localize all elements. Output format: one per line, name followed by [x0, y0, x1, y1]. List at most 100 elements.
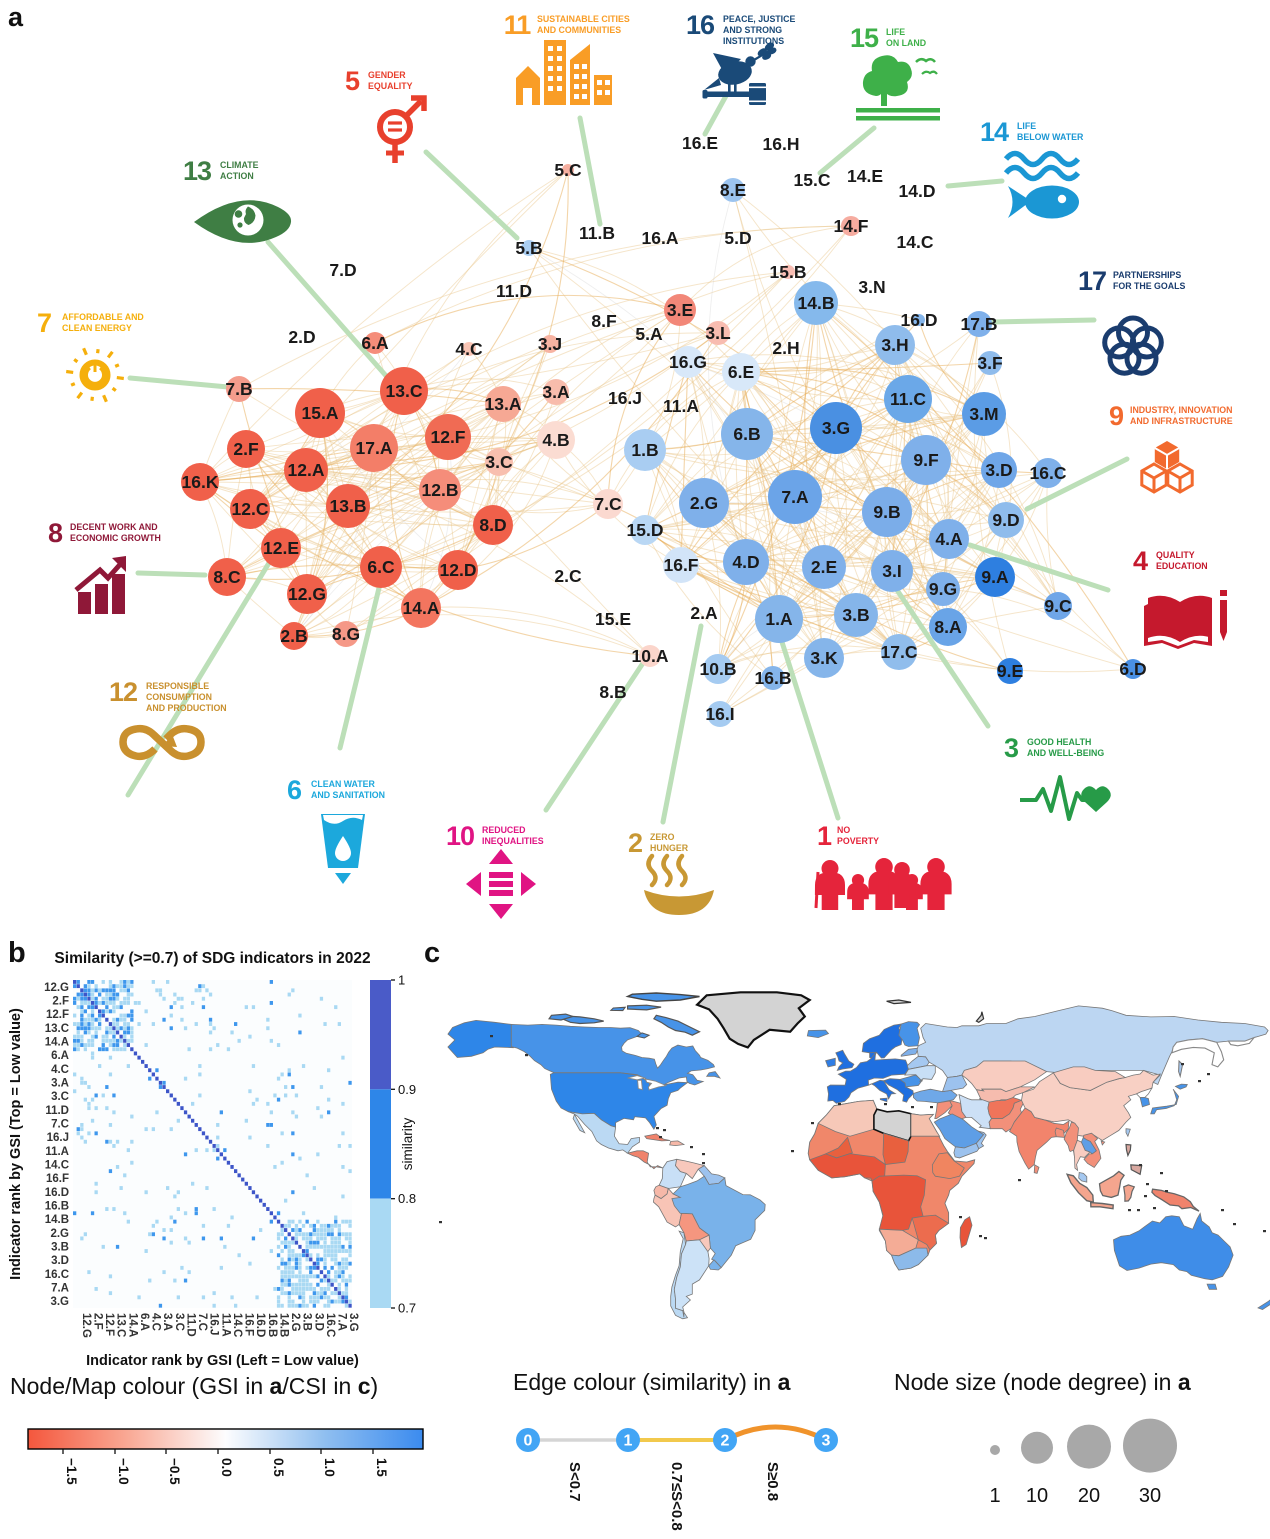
svg-text:10: 10: [1026, 1485, 1048, 1507]
svg-text:3: 3: [1004, 733, 1019, 763]
svg-text:6.D: 6.D: [1119, 659, 1146, 679]
svg-text:14.E: 14.E: [847, 166, 883, 186]
svg-text:2.A: 2.A: [690, 603, 718, 623]
svg-text:3: 3: [822, 1433, 831, 1450]
svg-text:AND PRODUCTION: AND PRODUCTION: [146, 703, 227, 713]
svg-text:4.C: 4.C: [455, 339, 483, 359]
svg-text:13: 13: [183, 156, 212, 186]
svg-text:14.D: 14.D: [899, 181, 936, 201]
svg-text:14.F: 14.F: [833, 216, 868, 236]
svg-text:AND COMMUNITIES: AND COMMUNITIES: [537, 25, 621, 35]
svg-text:0.8: 0.8: [398, 1191, 416, 1206]
svg-text:11.A: 11.A: [219, 1313, 231, 1337]
svg-text:16.E: 16.E: [682, 133, 718, 153]
svg-text:2.F: 2.F: [91, 1313, 103, 1330]
svg-text:−1.0: −1.0: [116, 1458, 131, 1485]
svg-text:14.A: 14.A: [126, 1313, 138, 1337]
svg-text:PEACE, JUSTICE: PEACE, JUSTICE: [723, 14, 795, 24]
svg-text:1: 1: [989, 1485, 1000, 1507]
svg-text:15.A: 15.A: [302, 403, 339, 423]
svg-text:S<0.7: S<0.7: [566, 1462, 583, 1502]
svg-text:3.J: 3.J: [538, 334, 562, 354]
svg-text:PARTNERSHIPS: PARTNERSHIPS: [1113, 270, 1181, 280]
svg-text:2.G: 2.G: [50, 1228, 69, 1240]
svg-text:16.F: 16.F: [663, 555, 698, 575]
svg-text:30: 30: [1139, 1485, 1161, 1507]
svg-text:Node size (node degree) in a: Node size (node degree) in a: [894, 1369, 1191, 1395]
svg-text:3.A: 3.A: [161, 1313, 173, 1331]
svg-text:CLEAN WATER: CLEAN WATER: [311, 779, 376, 789]
svg-text:9.G: 9.G: [929, 579, 957, 599]
svg-text:2.F: 2.F: [52, 996, 69, 1008]
svg-text:4.D: 4.D: [732, 552, 759, 572]
svg-text:0.0: 0.0: [219, 1458, 234, 1477]
svg-text:3.K: 3.K: [810, 648, 838, 668]
svg-text:12.F: 12.F: [46, 1009, 69, 1021]
svg-text:8.C: 8.C: [213, 567, 241, 587]
svg-text:1.0: 1.0: [322, 1458, 337, 1477]
svg-text:2.E: 2.E: [811, 557, 837, 577]
svg-text:0.7≤S<0.8: 0.7≤S<0.8: [668, 1462, 685, 1531]
svg-text:3.D: 3.D: [985, 460, 1012, 480]
svg-text:16.D: 16.D: [254, 1313, 266, 1337]
svg-text:POVERTY: POVERTY: [837, 836, 879, 846]
svg-text:8: 8: [48, 518, 63, 548]
svg-text:16.K: 16.K: [182, 472, 219, 492]
svg-text:ECONOMIC GROWTH: ECONOMIC GROWTH: [70, 533, 161, 543]
svg-text:GOOD HEALTH: GOOD HEALTH: [1027, 737, 1091, 747]
svg-text:EQUALITY: EQUALITY: [368, 81, 413, 91]
svg-text:RESPONSIBLE: RESPONSIBLE: [146, 681, 209, 691]
svg-text:HUNGER: HUNGER: [650, 843, 689, 853]
svg-text:14.C: 14.C: [45, 1160, 69, 1172]
svg-text:S≥0.8: S≥0.8: [764, 1462, 781, 1501]
svg-text:AND WELL-BEING: AND WELL-BEING: [1027, 748, 1104, 758]
svg-text:REDUCED: REDUCED: [482, 825, 526, 835]
svg-text:2.D: 2.D: [288, 327, 315, 347]
svg-text:13.C: 13.C: [386, 381, 423, 401]
svg-text:3.C: 3.C: [51, 1091, 69, 1103]
svg-text:GENDER: GENDER: [368, 70, 406, 80]
svg-text:16.F: 16.F: [243, 1313, 255, 1336]
svg-text:3.I: 3.I: [882, 561, 901, 581]
svg-text:5.D: 5.D: [724, 228, 751, 248]
svg-text:3.C: 3.C: [485, 452, 513, 472]
svg-text:3.B: 3.B: [842, 605, 869, 625]
svg-text:0.9: 0.9: [398, 1082, 416, 1097]
svg-text:16.B: 16.B: [266, 1313, 278, 1337]
svg-text:12: 12: [109, 677, 137, 707]
svg-text:QUALITY: QUALITY: [1156, 550, 1195, 560]
svg-text:3.M: 3.M: [969, 404, 998, 424]
svg-text:6.A: 6.A: [138, 1313, 150, 1331]
svg-text:ACTION: ACTION: [220, 171, 254, 181]
svg-text:11.B: 11.B: [579, 223, 615, 243]
svg-text:ZERO: ZERO: [650, 832, 675, 842]
svg-text:13.C: 13.C: [45, 1023, 69, 1035]
svg-text:7.A: 7.A: [336, 1313, 348, 1331]
svg-text:10: 10: [446, 821, 474, 851]
svg-text:3.A: 3.A: [51, 1078, 69, 1090]
svg-text:1.B: 1.B: [631, 440, 658, 460]
svg-text:3.H: 3.H: [881, 335, 908, 355]
svg-text:LIFE: LIFE: [1017, 121, 1036, 131]
svg-text:6.A: 6.A: [361, 333, 389, 353]
svg-text:AND INFRASTRUCTURE: AND INFRASTRUCTURE: [1130, 416, 1233, 426]
svg-text:14.C: 14.C: [897, 232, 934, 252]
svg-text:Indicator rank by GSI (Left =: Indicator rank by GSI (Left = Low value): [86, 1353, 359, 1369]
svg-text:11.C: 11.C: [890, 389, 926, 409]
svg-text:16.J: 16.J: [47, 1132, 69, 1144]
svg-text:INDUSTRY, INNOVATION: INDUSTRY, INNOVATION: [1130, 405, 1232, 415]
svg-text:3.D: 3.D: [51, 1255, 69, 1267]
svg-text:12.A: 12.A: [288, 460, 325, 480]
svg-text:LIFE: LIFE: [886, 27, 905, 37]
svg-text:9.F: 9.F: [913, 450, 939, 470]
svg-text:1: 1: [624, 1433, 633, 1450]
svg-text:9: 9: [1109, 401, 1124, 431]
svg-text:11.D: 11.D: [184, 1313, 196, 1337]
svg-text:3.E: 3.E: [667, 300, 693, 320]
svg-text:4: 4: [1133, 546, 1148, 576]
svg-text:2.G: 2.G: [690, 493, 718, 513]
svg-text:10.A: 10.A: [632, 646, 669, 666]
svg-text:13.C: 13.C: [115, 1313, 127, 1337]
svg-text:6.A: 6.A: [51, 1050, 69, 1062]
svg-text:3.A: 3.A: [542, 382, 570, 402]
